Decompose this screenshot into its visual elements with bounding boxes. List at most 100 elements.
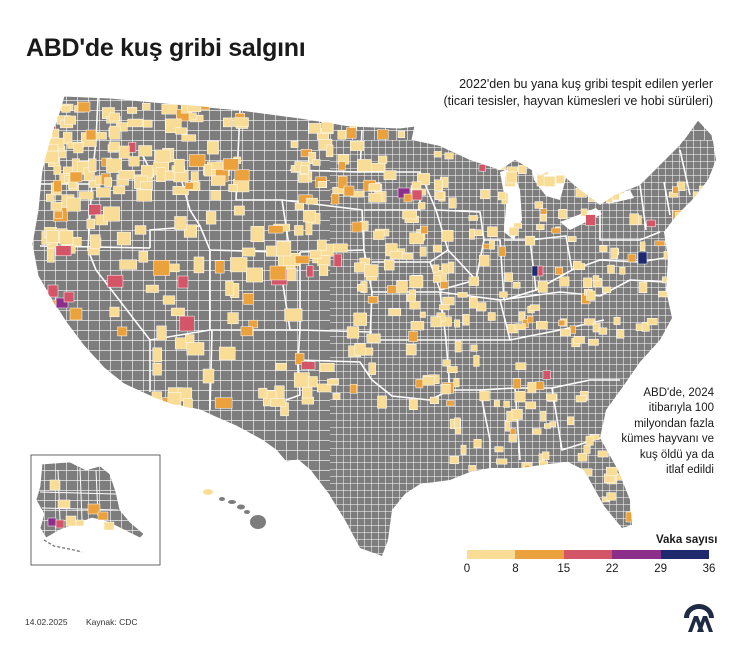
detection-county bbox=[469, 297, 478, 309]
detection-county bbox=[396, 280, 408, 294]
detection-county bbox=[593, 173, 603, 180]
alaska bbox=[35, 461, 145, 553]
detection-county bbox=[646, 219, 656, 227]
detection-county bbox=[454, 427, 462, 435]
detection-county bbox=[429, 396, 439, 404]
detection-county bbox=[589, 168, 601, 179]
note-line: itlaf edildi bbox=[666, 464, 714, 477]
detection-county bbox=[535, 321, 548, 330]
detection-county bbox=[162, 295, 176, 305]
detection-county bbox=[479, 390, 490, 402]
detection-county bbox=[625, 511, 635, 523]
legend-swatch bbox=[660, 550, 710, 559]
detection-county bbox=[697, 307, 707, 314]
detection-county bbox=[308, 123, 322, 134]
detection-county bbox=[448, 197, 457, 209]
note-line: milyondan fazla bbox=[634, 417, 714, 430]
legend-tick: 29 bbox=[654, 563, 667, 575]
detection-county bbox=[164, 171, 176, 180]
detection-county bbox=[567, 236, 577, 243]
detection-county bbox=[599, 162, 610, 169]
detection-county bbox=[597, 450, 609, 458]
detection-county bbox=[86, 218, 95, 230]
detection-county bbox=[446, 400, 455, 407]
detection-county bbox=[193, 256, 205, 274]
detection-county bbox=[556, 151, 564, 162]
detection-county bbox=[47, 299, 57, 309]
detection-county bbox=[169, 263, 180, 273]
detection-county bbox=[406, 293, 416, 302]
detection-county bbox=[589, 190, 601, 198]
detection-county bbox=[134, 225, 147, 235]
detection-county bbox=[357, 159, 372, 172]
detection-county bbox=[675, 303, 681, 310]
detection-county bbox=[234, 169, 250, 182]
detection-county bbox=[175, 127, 187, 135]
detection-county bbox=[343, 185, 355, 197]
detection-county bbox=[677, 236, 688, 245]
detection-county bbox=[409, 301, 421, 310]
detection-county bbox=[188, 112, 197, 121]
detection-county bbox=[554, 267, 563, 275]
detection-county bbox=[353, 312, 367, 326]
detection-county bbox=[606, 492, 616, 501]
legend-tick: 36 bbox=[702, 563, 716, 575]
detection-county bbox=[106, 158, 123, 173]
alaska-inset-frame bbox=[30, 454, 161, 566]
detection-county bbox=[284, 308, 303, 322]
detection-county bbox=[551, 227, 561, 234]
detection-county bbox=[384, 259, 395, 271]
detection-county bbox=[300, 165, 309, 174]
detection-county bbox=[318, 139, 333, 150]
detection-county bbox=[367, 296, 379, 304]
detection-county bbox=[487, 226, 498, 237]
detection-county bbox=[470, 344, 478, 352]
detection-county bbox=[183, 224, 198, 238]
detection-county bbox=[408, 398, 418, 410]
detection-county bbox=[142, 102, 151, 111]
detection-county bbox=[246, 267, 263, 283]
detection-county bbox=[337, 175, 348, 189]
detection-county bbox=[154, 149, 171, 163]
lake-erie bbox=[560, 208, 602, 230]
detection-county bbox=[223, 117, 233, 128]
detection-county bbox=[174, 216, 187, 230]
detection-county bbox=[496, 159, 507, 171]
detection-county bbox=[489, 239, 495, 250]
detection-county bbox=[383, 170, 397, 180]
detection-county bbox=[306, 197, 318, 205]
detection-county bbox=[268, 225, 284, 234]
detection-county bbox=[573, 336, 585, 344]
detection-county bbox=[303, 210, 316, 223]
detection-county bbox=[327, 378, 339, 386]
detection-county bbox=[228, 184, 238, 192]
detection-county bbox=[647, 318, 658, 326]
detection-county bbox=[585, 214, 596, 226]
detection-county bbox=[53, 180, 62, 193]
detection-county bbox=[127, 106, 138, 114]
detection-county bbox=[97, 511, 109, 521]
detection-county bbox=[590, 166, 600, 175]
detection-county bbox=[684, 307, 693, 318]
detection-county bbox=[109, 306, 120, 318]
detection-county bbox=[673, 300, 683, 308]
detection-county bbox=[161, 104, 178, 115]
detection-county bbox=[422, 376, 435, 386]
detection-county bbox=[544, 423, 551, 429]
detection-county bbox=[684, 277, 692, 288]
detection-county bbox=[204, 163, 213, 177]
detection-county bbox=[69, 307, 83, 321]
detection-county bbox=[377, 395, 387, 409]
detection-county bbox=[494, 446, 504, 453]
detection-county bbox=[585, 435, 594, 446]
detection-county bbox=[619, 266, 626, 275]
detection-county bbox=[599, 245, 608, 252]
detection-county bbox=[468, 215, 478, 221]
detection-county bbox=[107, 274, 124, 288]
detection-county bbox=[309, 249, 322, 259]
detection-county bbox=[173, 158, 185, 173]
detection-county bbox=[298, 174, 309, 183]
detection-county bbox=[346, 127, 357, 139]
detection-county bbox=[397, 130, 406, 139]
detection-county bbox=[66, 197, 81, 212]
